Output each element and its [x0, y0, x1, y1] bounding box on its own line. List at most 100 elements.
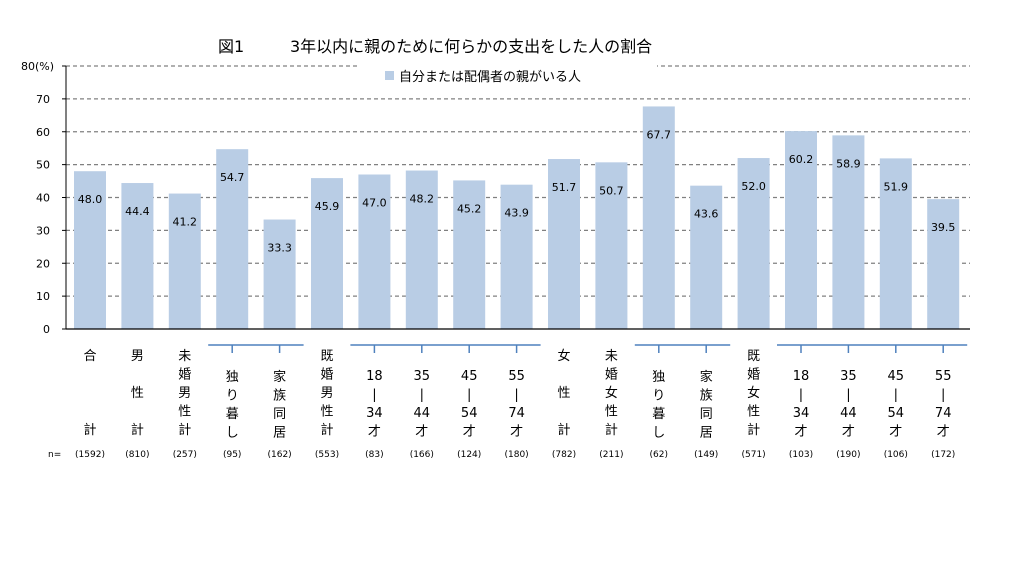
category-label: 家	[273, 369, 286, 385]
category-label: |	[372, 388, 376, 403]
category-label: |	[894, 388, 898, 403]
bar	[927, 199, 960, 329]
bar	[311, 178, 343, 329]
chart-title: 図1 3年以内に親のために何らかの支出をした人の割合	[218, 33, 652, 57]
category-label: 性	[320, 405, 333, 420]
category-label: |	[846, 388, 850, 403]
y-tick-label: 70	[36, 93, 50, 106]
y-tick-label: 80(%)	[21, 60, 54, 73]
n-value: (1592)	[75, 450, 105, 460]
category-label: 婚	[605, 368, 618, 383]
category-label: 性	[747, 405, 760, 420]
bar	[548, 159, 580, 329]
bar	[595, 162, 628, 329]
bar-value-label: 33.3	[267, 242, 292, 255]
category-label: |	[941, 388, 945, 403]
category-label: 74	[935, 406, 952, 421]
category-label: 暮	[226, 407, 239, 422]
category-label: 才	[415, 425, 428, 440]
category-label: り	[652, 389, 665, 404]
bar-value-label: 48.2	[410, 193, 435, 206]
n-label: n=	[48, 450, 61, 460]
bar	[263, 219, 296, 329]
category-label: 既	[747, 349, 760, 364]
n-value: (149)	[694, 450, 718, 460]
y-tick-label: 50	[36, 159, 50, 172]
category-label: 居	[700, 426, 713, 441]
y-tick-label: 20	[36, 257, 50, 270]
category-label: 未	[605, 349, 618, 364]
bar-value-label: 43.9	[504, 207, 529, 220]
n-value: (106)	[884, 450, 908, 460]
category-label: 55	[935, 369, 952, 384]
n-value: (553)	[315, 450, 339, 460]
bar-value-label: 44.4	[125, 205, 150, 218]
category-label: 74	[508, 406, 525, 421]
category-label: 才	[463, 425, 476, 440]
category-label: 計	[605, 422, 618, 438]
category-label: 家	[700, 369, 713, 385]
category-label: 54	[888, 406, 905, 421]
category-label: 才	[842, 425, 855, 440]
y-tick-label: 10	[36, 290, 50, 303]
bar	[785, 131, 817, 329]
category-label: 女	[747, 385, 760, 401]
category-label: 族	[700, 388, 713, 404]
n-value: (83)	[365, 450, 383, 460]
category-label: |	[420, 388, 424, 403]
bar-value-label: 52.0	[741, 180, 766, 193]
bar	[216, 149, 249, 329]
category-label: 居	[273, 426, 286, 441]
category-label: 才	[794, 425, 807, 440]
category-label: 婚	[320, 368, 333, 383]
category-label: |	[799, 388, 803, 403]
legend: 自分または配偶者の親がいる人	[357, 62, 657, 88]
y-tick-label: 40	[36, 192, 50, 205]
category-label: 才	[510, 425, 523, 440]
n-value: (180)	[504, 450, 528, 460]
category-label: 性	[557, 386, 570, 401]
category-label: り	[226, 389, 239, 404]
bar	[642, 106, 675, 329]
n-value: (124)	[457, 450, 481, 460]
n-value: (571)	[741, 450, 765, 460]
category-label: 女	[605, 385, 618, 401]
bar	[737, 158, 770, 329]
category-label: |	[514, 388, 518, 403]
bar	[690, 185, 723, 329]
category-label: 才	[889, 425, 902, 440]
category-label: 暮	[652, 407, 665, 422]
category-label: 54	[461, 406, 478, 421]
bar-value-label: 67.7	[647, 128, 672, 141]
bar	[74, 171, 106, 329]
category-label: 計	[320, 422, 333, 438]
category-label: 計	[131, 422, 144, 438]
n-value: (166)	[410, 450, 434, 460]
category-label: 性	[131, 386, 144, 401]
bar	[121, 183, 154, 329]
category-label: |	[467, 388, 471, 403]
category-label: 合	[83, 349, 96, 364]
category-label: 同	[273, 407, 286, 422]
category-label: 34	[366, 406, 383, 421]
category-label: 35	[840, 369, 857, 384]
category-label: し	[226, 426, 239, 441]
category-label: 性	[605, 405, 618, 420]
category-label: 45	[461, 369, 478, 384]
y-tick-label: 0	[43, 323, 50, 336]
legend-label: 自分または配偶者の親がいる人	[399, 69, 582, 85]
category-label: 18	[366, 369, 383, 384]
category-label: 女	[557, 348, 570, 364]
bar-value-label: 51.9	[884, 180, 909, 193]
bar-value-label: 50.7	[599, 184, 624, 197]
category-label: 未	[178, 349, 191, 364]
category-label: 計	[83, 422, 96, 438]
chart-title-text: 3年以内に親のために何らかの支出をした人の割合	[290, 37, 653, 56]
category-label: 才	[368, 425, 381, 440]
category-label: 独	[226, 370, 239, 385]
n-value: (95)	[223, 450, 241, 460]
n-value: (103)	[789, 450, 813, 460]
category-label: 44	[414, 406, 431, 421]
bar	[832, 135, 865, 329]
category-label: 同	[700, 407, 713, 422]
